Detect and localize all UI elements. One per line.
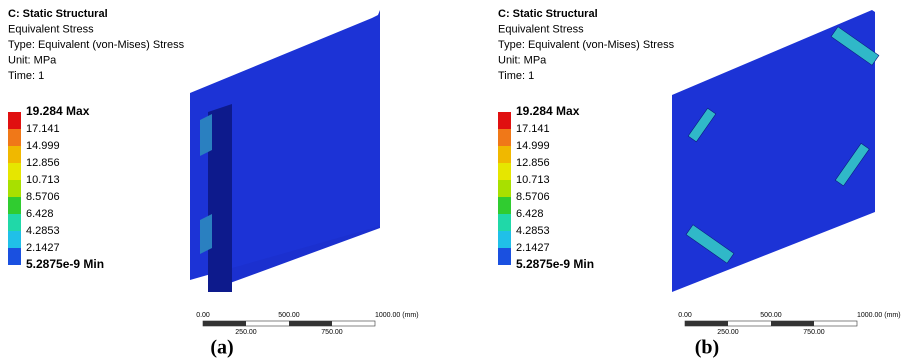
legend-label: 17.141 bbox=[516, 123, 550, 135]
legend-label: 14.999 bbox=[516, 140, 550, 152]
header-line: Time: 1 bbox=[8, 70, 44, 82]
scale-bar-segment bbox=[289, 321, 332, 326]
legend-swatch bbox=[8, 197, 21, 214]
legend-swatch bbox=[498, 231, 511, 248]
scale-label: 250.00 bbox=[235, 329, 257, 336]
scale-label: 500.00 bbox=[278, 312, 300, 319]
model-a bbox=[190, 10, 380, 292]
scale-label: 1000.00 (mm) bbox=[857, 312, 901, 319]
legend-swatch bbox=[498, 163, 511, 180]
legend-label: 12.856 bbox=[26, 157, 60, 169]
legend-swatch bbox=[8, 163, 21, 180]
plate bbox=[672, 10, 875, 292]
scale-label: 0.00 bbox=[678, 312, 692, 319]
legend-label: 17.141 bbox=[26, 123, 60, 135]
legend-swatch bbox=[498, 197, 511, 214]
legend-label: 2.1427 bbox=[516, 242, 550, 254]
legend-swatch bbox=[498, 180, 511, 197]
legend-label: 12.856 bbox=[516, 157, 550, 169]
scale-label: 750.00 bbox=[803, 329, 825, 336]
legend-label: 19.284 Max bbox=[516, 104, 580, 118]
header-line: Equivalent Stress bbox=[8, 23, 94, 35]
legend-label: 6.428 bbox=[26, 208, 54, 220]
legend-swatch bbox=[498, 112, 511, 129]
legend-swatch bbox=[498, 146, 511, 163]
scale-bar-segment bbox=[203, 321, 246, 326]
header-line: Unit: MPa bbox=[498, 54, 547, 66]
legend-label: 4.2853 bbox=[26, 225, 60, 237]
legend-label: 2.1427 bbox=[26, 242, 60, 254]
header-line: Equivalent Stress bbox=[498, 23, 584, 35]
legend-swatch bbox=[8, 214, 21, 231]
legend-label: 5.2875e-9 Min bbox=[516, 257, 594, 271]
header-line: Type: Equivalent (von-Mises) Stress bbox=[8, 39, 185, 51]
connector bbox=[200, 114, 212, 156]
legend-label: 5.2875e-9 Min bbox=[26, 257, 104, 271]
scale-label: 500.00 bbox=[760, 312, 782, 319]
header-line: C: Static Structural bbox=[8, 8, 108, 20]
legend-swatch bbox=[8, 231, 21, 248]
model-b bbox=[672, 10, 879, 292]
caption: (b) bbox=[695, 337, 719, 359]
scale-label: 1000.00 (mm) bbox=[375, 312, 419, 319]
caption: (a) bbox=[210, 337, 233, 359]
legend-swatch bbox=[498, 248, 511, 265]
legend-swatch bbox=[498, 214, 511, 231]
legend-label: 14.999 bbox=[26, 140, 60, 152]
legend-swatch bbox=[8, 180, 21, 197]
legend-swatch bbox=[8, 146, 21, 163]
scale-label: 0.00 bbox=[196, 312, 210, 319]
legend-label: 4.2853 bbox=[516, 225, 550, 237]
legend-label: 8.5706 bbox=[516, 191, 550, 203]
legend-label: 6.428 bbox=[516, 208, 544, 220]
legend-label: 8.5706 bbox=[26, 191, 60, 203]
scale-label: 250.00 bbox=[717, 329, 739, 336]
legend-swatch bbox=[8, 129, 21, 146]
scale-bar-segment bbox=[771, 321, 814, 326]
legend-label: 10.713 bbox=[516, 174, 550, 186]
scale-bar-segment bbox=[685, 321, 728, 326]
legend-label: 10.713 bbox=[26, 174, 60, 186]
header-line: Unit: MPa bbox=[8, 54, 57, 66]
legend-swatch bbox=[8, 248, 21, 265]
connector bbox=[200, 214, 212, 254]
scale-label: 750.00 bbox=[321, 329, 343, 336]
header-line: Type: Equivalent (von-Mises) Stress bbox=[498, 39, 675, 51]
legend-swatch bbox=[8, 112, 21, 129]
header-line: Time: 1 bbox=[498, 70, 534, 82]
legend-label: 19.284 Max bbox=[26, 104, 90, 118]
legend-swatch bbox=[498, 129, 511, 146]
figure: C: Static Structural Equivalent Stress Typ… bbox=[0, 0, 913, 362]
header-line: C: Static Structural bbox=[498, 8, 598, 20]
